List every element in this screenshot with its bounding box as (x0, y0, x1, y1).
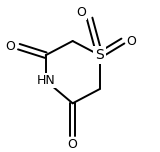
Text: O: O (68, 138, 78, 151)
Text: HN: HN (36, 74, 55, 87)
Text: O: O (126, 35, 136, 48)
Text: O: O (76, 6, 86, 19)
Text: S: S (95, 48, 104, 62)
Text: O: O (5, 40, 15, 53)
